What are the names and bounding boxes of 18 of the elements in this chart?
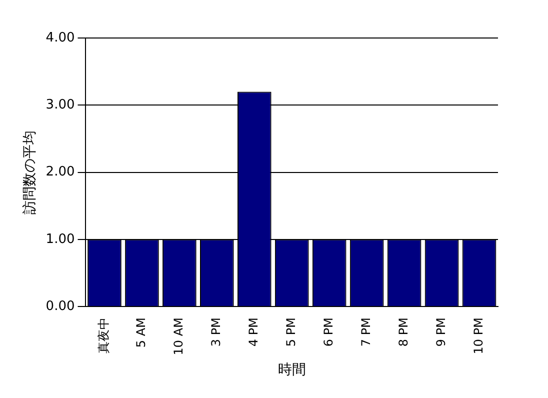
x-tick-label: 5 PM bbox=[284, 318, 298, 347]
x-tick-label: 10 AM bbox=[172, 318, 186, 356]
y-tick-label: 4.00 bbox=[46, 30, 75, 46]
x-axis-title: 時間 bbox=[278, 362, 306, 378]
x-tick-label: 3 PM bbox=[209, 318, 224, 347]
x-tick-label: 10 PM bbox=[471, 318, 486, 354]
x-tick-label: 5 AM bbox=[134, 318, 148, 348]
y-tick-label: 0.00 bbox=[46, 298, 75, 314]
y-tick-label: 3.00 bbox=[46, 98, 75, 113]
x-tick-label: 9 PM bbox=[434, 318, 448, 347]
y-tick-label: 2.00 bbox=[46, 164, 75, 180]
x-tick-label: 7 PM bbox=[358, 318, 373, 347]
x-tick-label: 4 PM bbox=[246, 318, 261, 347]
y-tick-label: 1.00 bbox=[46, 232, 75, 247]
y-axis-title: 訪問数の平均 bbox=[22, 130, 38, 214]
x-tick-label: 真夜中 bbox=[96, 318, 111, 354]
x-tick-label: 8 PM bbox=[396, 318, 410, 347]
x-tick-label: 6 PM bbox=[321, 318, 336, 347]
